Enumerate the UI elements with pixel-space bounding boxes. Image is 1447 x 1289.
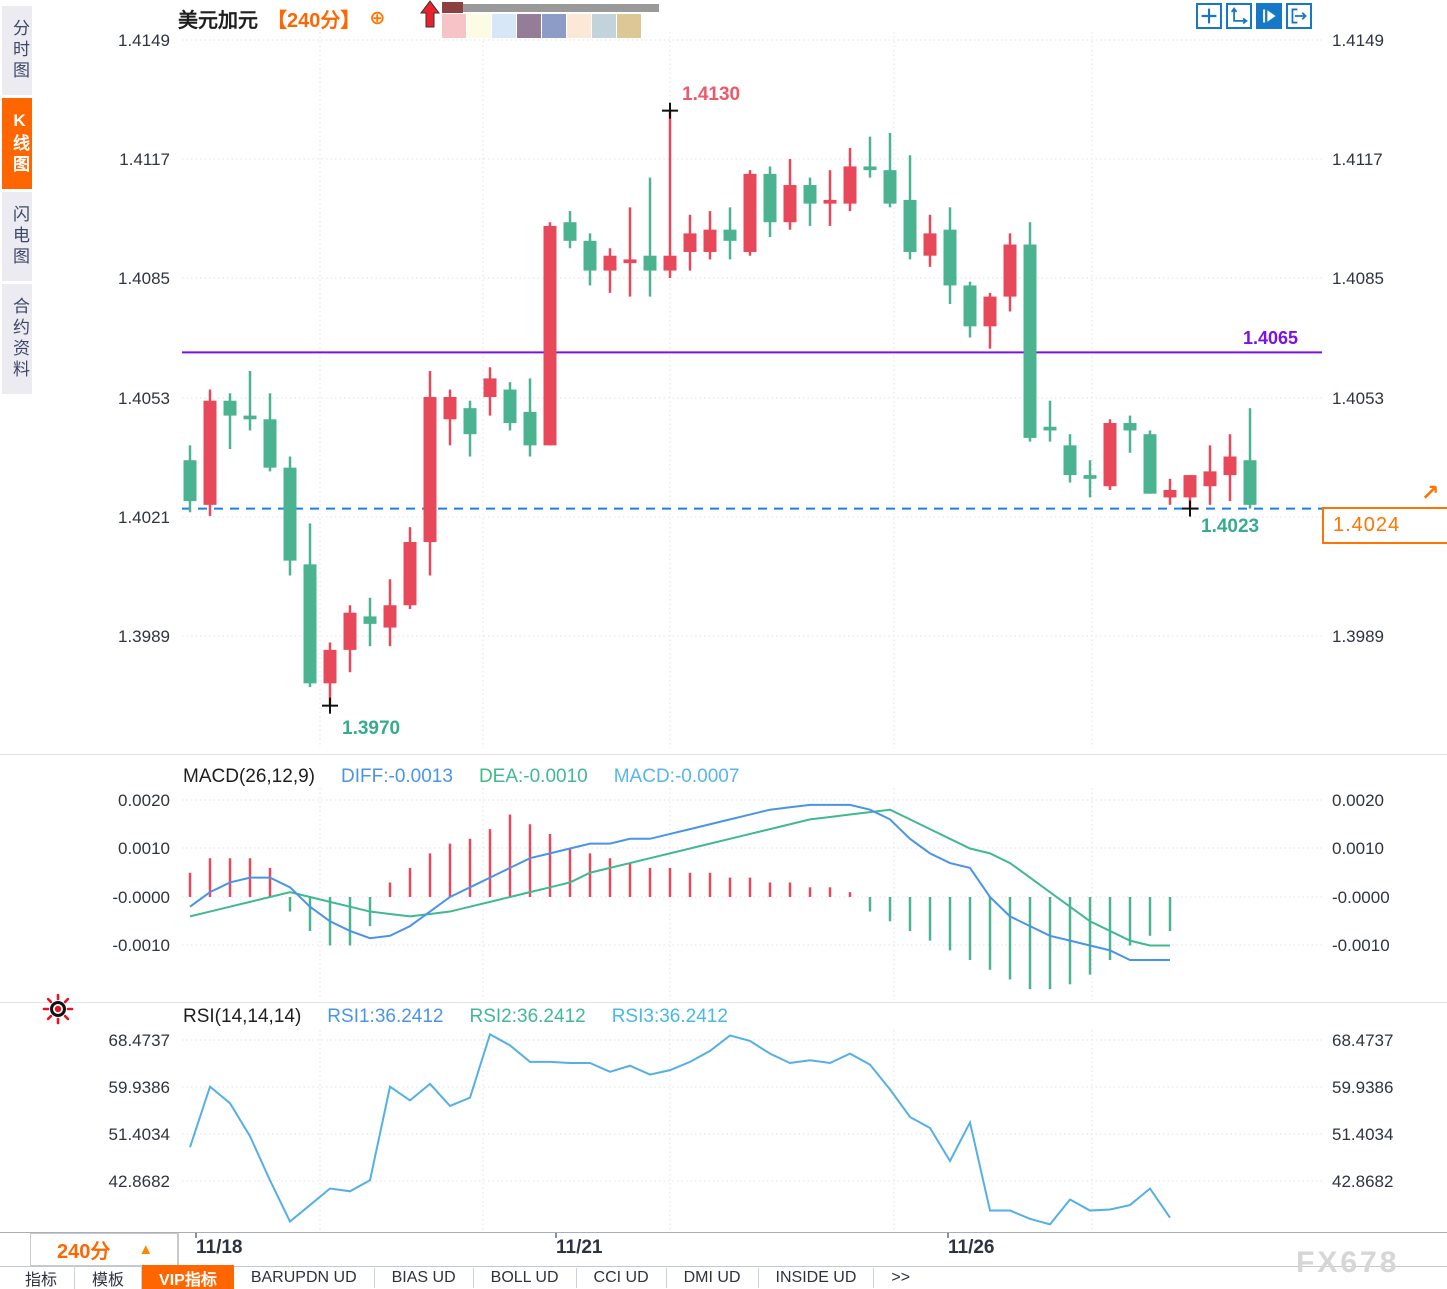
symbol-title: 美元加元 [178, 10, 258, 32]
indicator-tab-7[interactable]: DMI UD [667, 1268, 759, 1288]
indicator-tab-6[interactable]: CCI UD [577, 1268, 667, 1288]
axis-label-right: -0.0010 [1332, 936, 1390, 955]
axis-label-left: 68.4737 [109, 1031, 170, 1050]
separator-macd [0, 754, 1447, 755]
axis-label-right: 1.3989 [1332, 627, 1384, 646]
axis-label-left: 1.4085 [118, 269, 170, 288]
axis-label-left: 59.9386 [109, 1078, 170, 1097]
axis-label-right: 1.4085 [1332, 269, 1384, 288]
sidebar-tab-3[interactable]: 合约资料 [2, 284, 32, 394]
palette-swatch-6[interactable] [592, 14, 616, 38]
last-price-arrow-icon: ↗ [1421, 480, 1440, 505]
indicator-tab-2[interactable]: VIP指标 [142, 1265, 234, 1289]
axis-label-left: 42.8682 [109, 1172, 170, 1191]
separator-tabbar [0, 1266, 1447, 1267]
axis-label-left: 1.4117 [119, 150, 170, 169]
date-tick-2 [947, 1233, 949, 1238]
globe-icon[interactable]: ⊕ [369, 8, 386, 29]
axis-label-right: 1.4149 [1332, 31, 1384, 50]
sidebar-tab-2[interactable]: 闪电图 [2, 192, 32, 281]
palette-swatch-2[interactable] [492, 14, 516, 38]
last-price-tag[interactable]: 1.4024 [1322, 507, 1447, 544]
sidebar: 分时图 K线图 闪电图 合约资料 [0, 6, 35, 397]
jump-latest-button[interactable] [1286, 3, 1312, 29]
axis-label-left: -0.0010 [112, 936, 170, 955]
date-label-2: 11/26 [948, 1237, 995, 1258]
indicator-tab-8[interactable]: INSIDE UD [759, 1268, 875, 1288]
indicator-tab-9[interactable]: >> [891, 1269, 911, 1286]
move-cross-button[interactable] [1196, 3, 1222, 29]
palette-swatch-1[interactable] [467, 14, 491, 38]
date-tick-0 [195, 1233, 197, 1238]
indicator-tab-bar: 指标 模板 VIP指标 BARUPDN UD BIAS UD BOLL UD CCI UD D… [8, 1265, 927, 1289]
sun-alert-icon[interactable] [42, 993, 74, 1025]
palette-swatch-5[interactable] [567, 14, 591, 38]
date-tick-1 [555, 1233, 557, 1238]
low-price-annotation: 1.3970 [342, 717, 401, 739]
chart-header: 美元加元 【240分】 ⊕ [178, 4, 385, 33]
macd-title: MACD(26,12,9) [183, 766, 315, 787]
axis-label-right: 68.4737 [1332, 1031, 1393, 1050]
recent-low-annotation: 1.4023 [1201, 515, 1260, 537]
palette-swatch-7[interactable] [617, 14, 641, 38]
macd-diff-value: DIFF:-0.0013 [341, 766, 453, 787]
high-price-annotation: 1.4130 [682, 83, 741, 105]
indicator-tab-5[interactable]: BOLL UD [474, 1268, 577, 1288]
indicator-tab-4[interactable]: BIAS UD [375, 1268, 474, 1288]
sidebar-tab-0[interactable]: 分时图 [2, 6, 32, 95]
period-selector-label: 240分 [57, 1241, 111, 1263]
chart-toolbar [1196, 3, 1312, 29]
axis-label-right: 1.4117 [1332, 150, 1383, 169]
rsi3-value: RSI3:36.2412 [611, 1006, 728, 1027]
axis-label-left: 51.4034 [109, 1125, 170, 1144]
macd-dea-value: DEA:-0.0010 [478, 766, 588, 787]
axis-label-left: 1.4053 [118, 389, 170, 408]
axis-label-right: 0.0020 [1332, 791, 1384, 810]
date-label-1: 11/21 [556, 1237, 603, 1258]
axis-label-right: -0.0000 [1332, 888, 1390, 907]
indicator-tab-0[interactable]: 指标 [8, 1265, 76, 1289]
period-selector[interactable]: 240分 ▲ [30, 1233, 178, 1266]
axis-label-left: 0.0020 [118, 791, 170, 810]
separator-rsi [0, 1002, 1447, 1003]
cursor-arrow-icon [420, 0, 440, 28]
macd-header: MACD(26,12,9) DIFF:-0.0013 DEA:-0.0010 M… [183, 766, 739, 788]
axis-label-right: 1.4053 [1332, 389, 1384, 408]
period-label[interactable]: 【240分】 [267, 10, 361, 32]
indicator-tab-1[interactable]: 模板 [75, 1265, 143, 1289]
rsi-title: RSI(14,14,14) [183, 1006, 302, 1027]
auto-scroll-button[interactable] [1256, 3, 1282, 29]
axis-label-left: 1.3989 [118, 627, 170, 646]
last-price-value: 1.4024 [1333, 514, 1401, 536]
axis-label-right: 51.4034 [1332, 1125, 1393, 1144]
rsi1-value: RSI1:36.2412 [327, 1006, 444, 1027]
palette-swatch-0[interactable] [442, 14, 466, 38]
purple-level-label: 1.4065 [1243, 328, 1299, 349]
palette-swatch-4[interactable] [542, 14, 566, 38]
separator-xaxis [0, 1232, 1447, 1233]
rsi-header: RSI(14,14,14) RSI1:36.2412 RSI2:36.2412 … [183, 1006, 728, 1028]
palette-leading-cell [442, 2, 463, 13]
palette-swatch-3[interactable] [517, 14, 541, 38]
axis-label-left: 1.4149 [118, 31, 170, 50]
palette-drag-bar[interactable] [463, 4, 659, 12]
axis-label-left: 0.0010 [118, 839, 170, 858]
period-selector-arrow-icon: ▲ [138, 1241, 154, 1258]
indicator-tab-3[interactable]: BARUPDN UD [234, 1268, 375, 1288]
axis-label-right: 42.8682 [1332, 1172, 1393, 1191]
axis-scale-button[interactable] [1226, 3, 1252, 29]
palette-swatches [442, 14, 642, 38]
axis-label-right: 0.0010 [1332, 839, 1384, 858]
axis-label-right: 59.9386 [1332, 1078, 1393, 1097]
date-band-divider [178, 1233, 179, 1265]
sidebar-tab-1[interactable]: K线图 [2, 98, 32, 189]
watermark: FX678 [1296, 1246, 1400, 1279]
rsi2-value: RSI2:36.2412 [469, 1006, 586, 1027]
macd-macd-value: MACD:-0.0007 [613, 766, 740, 787]
axis-label-left: -0.0000 [112, 888, 170, 907]
date-label-0: 11/18 [196, 1237, 243, 1258]
axis-label-left: 1.4021 [118, 508, 170, 527]
